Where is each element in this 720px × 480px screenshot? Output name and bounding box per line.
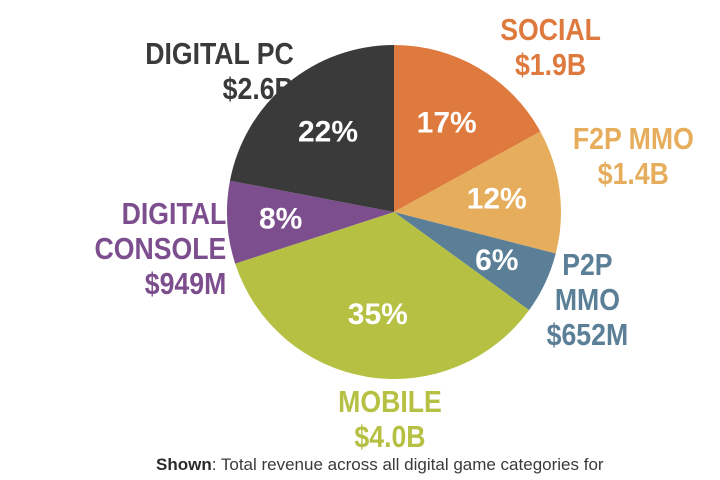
pie-slice-digital-console	[227, 180, 394, 264]
label-mobile: MOBILE $4.0B	[334, 384, 446, 454]
label-social-name: SOCIAL	[500, 12, 601, 47]
caption-text: : Total revenue across all digital game …	[211, 455, 604, 474]
pie-slice-mobile	[235, 212, 530, 379]
label-p2p-mmo: P2P MMO $652M	[547, 247, 629, 352]
pie-percent-label-mobile: 35%	[348, 298, 408, 331]
label-mobile-value: $4.0B	[354, 419, 426, 454]
label-p2p-mmo-name-2: MMO	[554, 282, 620, 317]
label-digital-pc-value: $2.6B	[222, 71, 294, 106]
label-mobile-name: MOBILE	[338, 384, 442, 419]
label-p2p-mmo-value: $652M	[546, 317, 629, 352]
pie-percent-label-f2p-mmo: 12%	[467, 183, 527, 216]
label-f2p-mmo: F2P MMO $1.4B	[573, 121, 694, 191]
label-social-value: $1.9B	[514, 47, 587, 82]
label-digital-console-name-1: DIGITAL	[121, 196, 226, 231]
label-digital-console-name-2: CONSOLE	[94, 231, 226, 266]
pie-slice-p2p-mmo	[394, 212, 556, 311]
label-digital-console: DIGITAL CONSOLE $949M	[94, 196, 226, 301]
caption-bold: Shown	[156, 455, 212, 474]
pie-percent-label-digital-pc: 22%	[298, 116, 358, 149]
pie-slice-f2p-mmo	[394, 131, 561, 254]
pie-percent-label-p2p-mmo: 6%	[475, 244, 518, 277]
caption: Shown: Total revenue across all digital …	[156, 455, 604, 475]
label-digital-pc: DIGITAL PC $2.6B	[145, 36, 294, 106]
pie-percent-label-social: 17%	[417, 106, 477, 139]
label-f2p-mmo-value: $1.4B	[597, 156, 669, 191]
pie-percent-label-digital-console: 8%	[259, 203, 302, 236]
pie-slice-social	[394, 45, 541, 212]
pie-slice-digital-pc	[229, 45, 394, 212]
label-digital-console-value: $949M	[144, 266, 226, 301]
label-digital-pc-name: DIGITAL PC	[145, 36, 294, 71]
label-f2p-mmo-name: F2P MMO	[572, 121, 694, 156]
label-social: SOCIAL $1.9B	[500, 12, 601, 82]
label-p2p-mmo-name-1: P2P	[562, 247, 613, 282]
